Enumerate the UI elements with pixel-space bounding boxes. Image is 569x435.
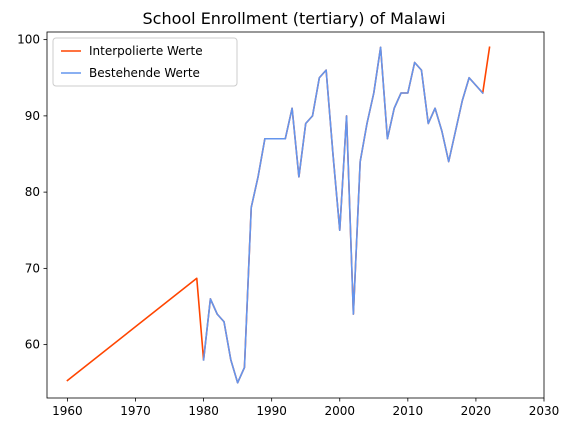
legend-label: Bestehende Werte	[89, 66, 200, 80]
y-tick-label: 80	[25, 185, 40, 199]
plot-area	[46, 31, 545, 399]
x-tick-label: 1990	[256, 404, 287, 418]
y-tick-label: 60	[25, 338, 40, 352]
chart-title: School Enrollment (tertiary) of Malawi	[142, 9, 445, 28]
y-tick-label: 90	[25, 109, 40, 123]
x-tick-label: 2010	[393, 404, 424, 418]
x-tick-label: 1970	[120, 404, 151, 418]
y-tick-label: 100	[17, 33, 40, 47]
y-axis: 60 70 80 90 100	[17, 33, 47, 352]
legend-label: Interpolierte Werte	[89, 44, 203, 58]
legend: Interpolierte Werte Bestehende Werte	[52, 37, 238, 87]
x-tick-label: 1980	[188, 404, 219, 418]
series-layer	[66, 46, 491, 384]
x-axis: 1960 1970 1980 1990 2000 2010 2020 2030	[52, 398, 559, 418]
x-tick-label: 2030	[529, 404, 560, 418]
series-line-existing	[202, 46, 484, 384]
x-tick-label: 2000	[324, 404, 355, 418]
x-tick-label: 1960	[52, 404, 83, 418]
legend-box	[52, 37, 238, 87]
plot-frame	[46, 31, 545, 399]
y-tick-label: 70	[25, 261, 40, 275]
x-tick-label: 2020	[461, 404, 492, 418]
